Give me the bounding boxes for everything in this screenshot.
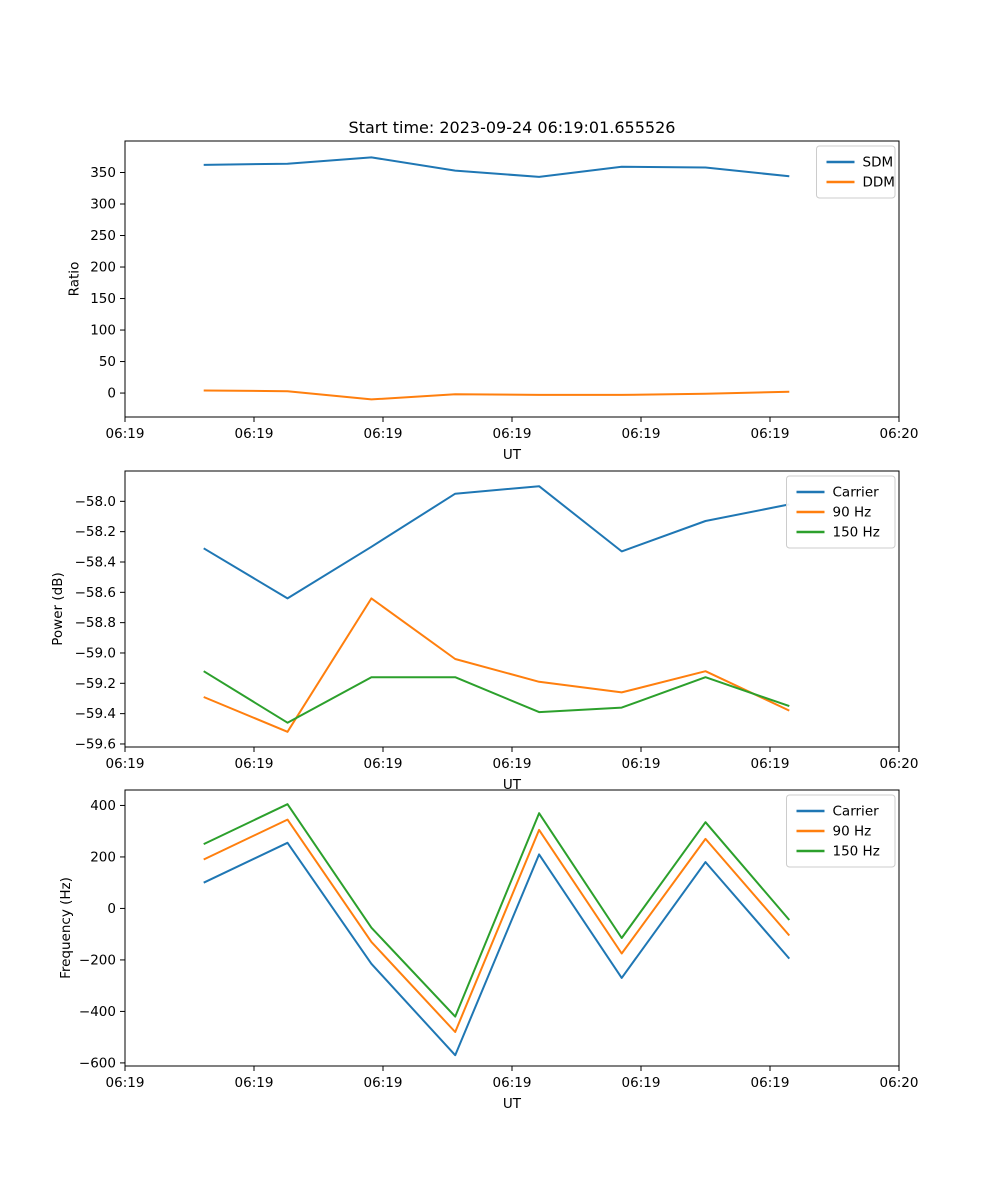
y-axis-label: Power (dB) <box>50 572 66 645</box>
x-tick-label: 06:19 <box>106 1075 145 1091</box>
x-axis-label: UT <box>503 777 522 793</box>
x-tick-label: 06:19 <box>364 1075 403 1091</box>
ratio-subplot: 06:19 06:19 06:19 06:19 06:19 06:19 06:20 0 50 10… <box>66 140 919 463</box>
y-tick-label: −59.4 <box>75 706 116 722</box>
x-tick-label: 06:19 <box>235 426 274 442</box>
y-tick-label: 200 <box>90 849 116 865</box>
axes-frame <box>124 470 900 748</box>
series-line-sdm <box>203 156 790 178</box>
legend: SDM DDM <box>816 145 896 199</box>
legend-entry-90-hz: 90 Hz <box>796 505 872 521</box>
legend-entry-carrier: Carrier <box>796 804 880 820</box>
legend: Carrier 90 Hz 150 Hz <box>786 794 896 868</box>
x-tick-label: 06:19 <box>622 1075 661 1091</box>
x-tick-label: 06:19 <box>364 426 403 442</box>
x-tick-label: 06:19 <box>364 756 403 772</box>
legend-label: 90 Hz <box>833 505 872 521</box>
legend-label: SDM <box>863 155 894 171</box>
series-line-carrier <box>203 485 790 600</box>
legend-label: Carrier <box>833 804 880 820</box>
y-tick-label: 350 <box>90 165 116 181</box>
x-tick-label: 06:20 <box>880 426 919 442</box>
y-tick-label: 400 <box>90 798 116 814</box>
legend-label: 90 Hz <box>833 824 872 840</box>
y-tick-label: −400 <box>79 1004 116 1020</box>
y-tick-label: −200 <box>79 952 116 968</box>
legend-entry-150-hz: 150 Hz <box>796 844 880 860</box>
y-tick-label: 0 <box>107 386 116 402</box>
y-tick-label: −58.8 <box>75 615 116 631</box>
x-tick-label: 06:19 <box>751 1075 790 1091</box>
x-tick-label: 06:19 <box>235 1075 274 1091</box>
legend: Carrier 90 Hz 150 Hz <box>786 475 896 549</box>
axes-frame <box>124 140 900 418</box>
x-tick-label: 06:19 <box>622 756 661 772</box>
legend-label: 150 Hz <box>833 525 880 541</box>
x-tick-label: 06:19 <box>493 1075 532 1091</box>
y-tick-label: −59.6 <box>75 736 116 752</box>
y-tick-label: −600 <box>79 1055 116 1071</box>
legend-label: DDM <box>863 175 895 191</box>
y-tick-label: −58.2 <box>75 524 116 540</box>
frequency-subplot: 06:19 06:19 06:19 06:19 06:19 06:19 06:20 −600 −… <box>58 789 919 1112</box>
figure-title: Start time: 2023-09-24 06:19:01.655526 <box>348 118 676 137</box>
y-tick-label: 300 <box>90 197 116 213</box>
y-tick-label: 0 <box>107 901 116 917</box>
series-line-150-hz <box>203 670 790 724</box>
y-tick-label: 250 <box>90 228 116 244</box>
x-axis-label: UT <box>503 447 522 463</box>
x-tick-label: 06:20 <box>880 756 919 772</box>
x-tick-label: 06:19 <box>751 756 790 772</box>
axes-frame <box>124 789 900 1067</box>
y-tick-label: −59.2 <box>75 676 116 692</box>
x-tick-label: 06:19 <box>622 426 661 442</box>
legend-entry-ddm: DDM <box>826 175 895 191</box>
legend-entry-150-hz: 150 Hz <box>796 525 880 541</box>
y-axis-label: Frequency (Hz) <box>58 877 74 979</box>
x-tick-label: 06:19 <box>106 756 145 772</box>
x-tick-label: 06:19 <box>106 426 145 442</box>
x-tick-label: 06:20 <box>880 1075 919 1091</box>
legend-label: Carrier <box>833 485 880 501</box>
series-line-90-hz <box>203 597 790 733</box>
legend-entry-carrier: Carrier <box>796 485 880 501</box>
y-tick-label: −58.6 <box>75 585 116 601</box>
series-line-ddm <box>203 389 790 401</box>
legend-label: 150 Hz <box>833 844 880 860</box>
y-axis-label: Ratio <box>66 262 82 297</box>
x-tick-label: 06:19 <box>751 426 790 442</box>
legend-box <box>786 794 896 868</box>
legend-entry-90-hz: 90 Hz <box>796 824 872 840</box>
x-axis-label: UT <box>503 1096 522 1112</box>
series-line-90-hz <box>203 818 791 1033</box>
y-tick-label: 150 <box>90 291 116 307</box>
y-tick-label: 200 <box>90 260 116 276</box>
legend-box <box>816 145 896 199</box>
y-tick-label: 100 <box>90 323 116 339</box>
legend-entry-sdm: SDM <box>826 155 894 171</box>
y-tick-label: −58.0 <box>75 494 116 510</box>
y-tick-label: 50 <box>99 354 116 370</box>
power-subplot: 06:19 06:19 06:19 06:19 06:19 06:19 06:20 −59.6… <box>50 470 919 793</box>
series-line-150-hz <box>203 803 791 1018</box>
x-tick-label: 06:19 <box>235 756 274 772</box>
x-tick-label: 06:19 <box>493 426 532 442</box>
x-tick-label: 06:19 <box>493 756 532 772</box>
legend-box <box>786 475 896 549</box>
y-tick-label: −58.4 <box>75 554 116 570</box>
series-line-carrier <box>203 841 791 1057</box>
y-tick-label: −59.0 <box>75 645 116 661</box>
